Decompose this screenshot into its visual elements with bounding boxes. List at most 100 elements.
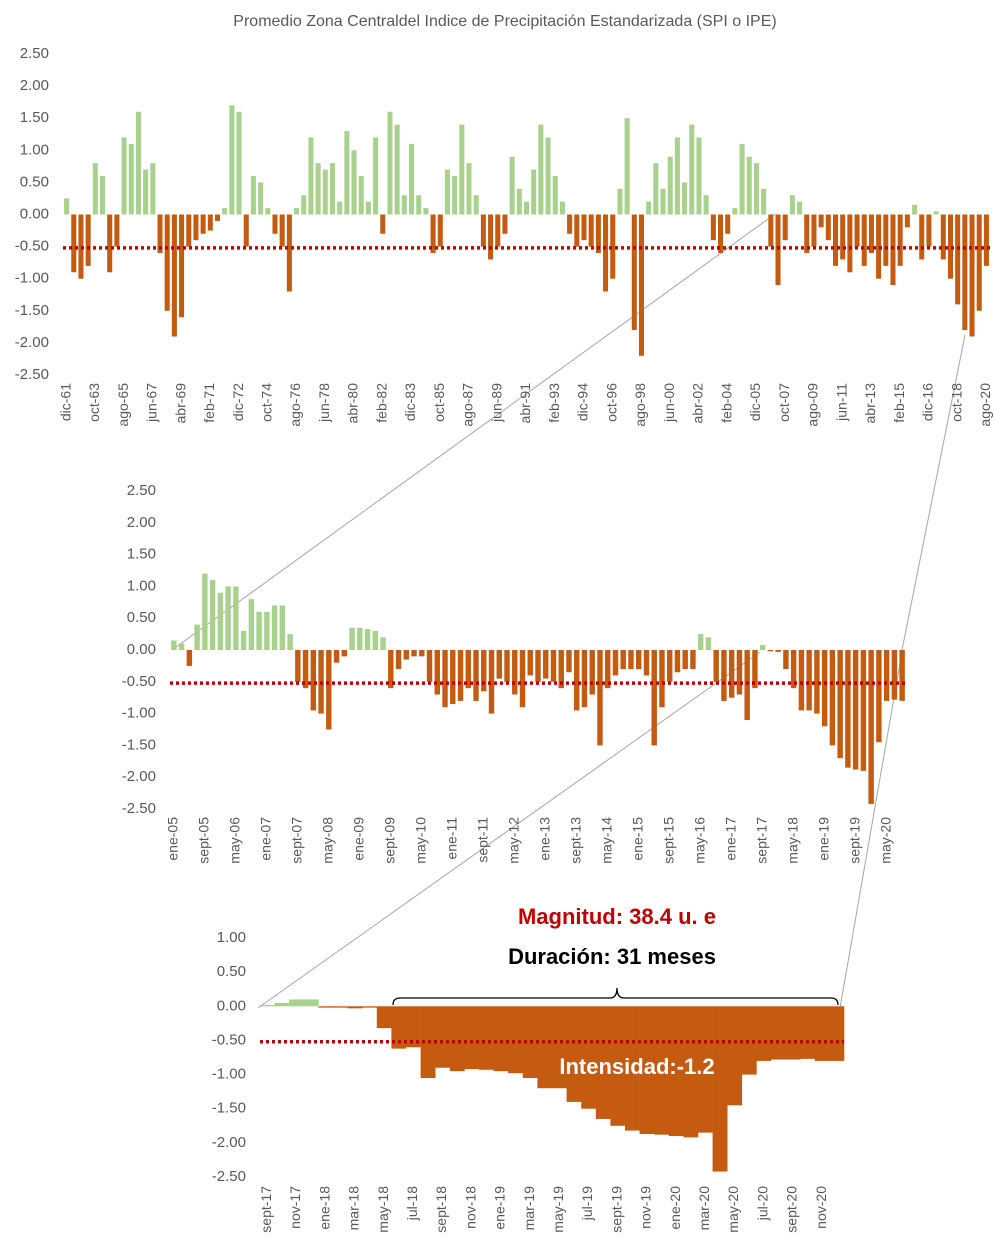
bar	[200, 214, 206, 234]
bar	[574, 650, 580, 711]
bar	[502, 214, 508, 234]
bar	[150, 163, 156, 215]
x-tick-label: ago-65	[115, 383, 131, 427]
bar	[315, 163, 321, 215]
connector	[257, 651, 761, 1009]
bar	[459, 124, 465, 215]
bar	[376, 1006, 392, 1029]
y-tick-label: 2.50	[20, 45, 49, 62]
bar	[509, 156, 515, 215]
bar	[403, 650, 410, 660]
x-tick-label: ene-19	[492, 1186, 508, 1230]
bar	[411, 650, 417, 657]
bar	[64, 198, 70, 215]
bar	[832, 214, 839, 266]
x-tick-label: ene-09	[351, 817, 367, 861]
bar	[531, 169, 537, 215]
annotation: Intensidad:-1.2	[559, 1054, 714, 1079]
bar	[620, 650, 626, 670]
bar	[638, 214, 644, 356]
bar	[947, 214, 953, 279]
bar	[829, 650, 836, 746]
bar	[814, 650, 820, 714]
x-tick-label: may-08	[320, 817, 336, 864]
x-tick-label: jun-89	[488, 383, 504, 423]
x-tick-label: sept-15	[660, 817, 676, 864]
bar	[481, 650, 487, 692]
bar	[279, 214, 285, 247]
x-tick-label: ene-20	[667, 1186, 683, 1230]
x-tick-label: abr-91	[517, 383, 533, 424]
y-tick-label: 0.00	[127, 641, 156, 658]
bar	[465, 650, 471, 689]
bar	[310, 650, 317, 711]
bar	[301, 195, 307, 215]
bar	[294, 208, 300, 215]
x-tick-label: abr-13	[862, 383, 878, 424]
bar	[380, 637, 386, 650]
bar	[876, 214, 882, 279]
x-tick-label: may-20	[725, 1186, 741, 1233]
bar	[450, 650, 456, 705]
bar	[287, 634, 293, 650]
bar	[322, 169, 328, 215]
x-tick-label: oct-74	[259, 383, 275, 422]
bar	[668, 1006, 684, 1137]
bar	[790, 650, 797, 689]
x-tick-label: dic-72	[230, 383, 246, 421]
bar	[496, 650, 502, 679]
bar	[628, 650, 634, 670]
bar	[419, 650, 425, 657]
bar	[504, 650, 510, 682]
x-tick-label: abr-80	[345, 383, 361, 424]
bar	[308, 137, 314, 215]
bar	[329, 163, 335, 215]
y-tick-label: -0.50	[15, 238, 49, 255]
bar	[736, 650, 743, 695]
bar	[926, 214, 932, 247]
x-tick-label: may-06	[227, 817, 243, 864]
bar	[171, 640, 177, 650]
bar	[732, 208, 738, 215]
bar	[703, 195, 709, 215]
x-tick-label: jun-00	[661, 383, 677, 423]
bar	[597, 650, 603, 746]
bar	[347, 1006, 363, 1009]
bar	[739, 143, 745, 215]
x-tick-label: oct-96	[603, 383, 619, 422]
bar	[660, 188, 666, 215]
x-tick-label: ene-17	[722, 817, 738, 861]
bar	[574, 214, 580, 247]
x-tick-label: feb-82	[373, 383, 389, 423]
bar	[624, 118, 630, 215]
bar	[854, 214, 860, 247]
bar	[442, 650, 448, 708]
bar	[610, 214, 616, 279]
bar	[512, 650, 518, 695]
bar	[689, 124, 695, 215]
bar	[387, 111, 393, 215]
bar	[362, 1006, 378, 1008]
x-tick-label: sept-17	[753, 817, 769, 864]
bar	[581, 1006, 597, 1109]
bar	[209, 580, 216, 650]
bar	[302, 650, 309, 689]
bar	[756, 1006, 772, 1061]
x-tick-label: feb-93	[546, 383, 562, 423]
bar	[373, 137, 379, 215]
x-tick-label: ago-20	[977, 383, 993, 427]
bar	[194, 624, 200, 650]
bar	[653, 163, 659, 215]
bar	[406, 1006, 421, 1048]
x-tick-label: dic-83	[402, 383, 418, 421]
y-tick-label: -2.50	[15, 366, 49, 383]
bar	[860, 650, 867, 771]
bar	[233, 586, 239, 650]
bar	[890, 214, 896, 286]
bar	[829, 1006, 845, 1061]
annotation: Magnitud: 38.4 u. e	[518, 904, 716, 929]
bar	[588, 214, 594, 247]
bar	[566, 1006, 582, 1102]
bar	[508, 1006, 524, 1074]
bar	[423, 208, 429, 215]
